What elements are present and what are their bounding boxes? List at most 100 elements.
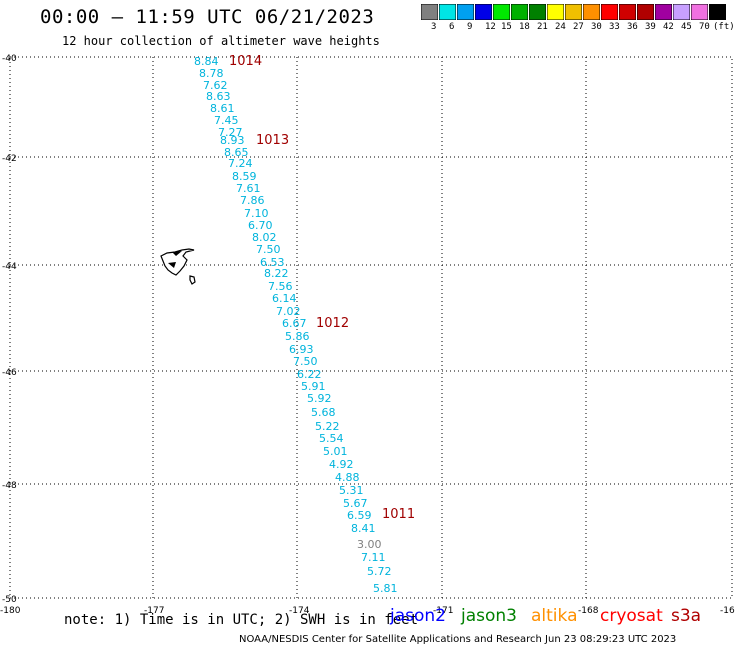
wave-height-label: 8.84 xyxy=(194,55,219,68)
wave-height-label: 8.65 xyxy=(224,146,249,159)
legend-label: 33 xyxy=(609,22,620,32)
wave-height-label: 5.68 xyxy=(311,406,336,419)
pass-time-label: 1012 xyxy=(316,316,349,331)
wave-height-label: 5.81 xyxy=(373,582,398,595)
mission-label-jason2: jason2 xyxy=(390,606,446,626)
wave-height-label: 7.27 xyxy=(218,126,243,139)
legend-swatch xyxy=(439,4,456,20)
legend-label: 12 xyxy=(485,22,496,32)
map-subtitle: 12 hour collection of altimeter wave hei… xyxy=(62,34,380,48)
wave-height-label: 6.53 xyxy=(260,256,285,269)
wave-height-label: 7.24 xyxy=(228,157,253,170)
wave-height-label: 8.63 xyxy=(206,90,231,103)
latitude-label: -40 xyxy=(2,54,17,64)
latitude-label: -48 xyxy=(2,481,17,491)
wave-height-label: 7.11 xyxy=(361,551,386,564)
mission-label-altika: altika xyxy=(531,606,578,626)
wave-height-label: 7.62 xyxy=(203,79,228,92)
legend-label: 36 xyxy=(627,22,638,32)
pass-time-labels: 1014 1013 1012 1011 xyxy=(229,54,415,522)
legend-label: 6 xyxy=(449,22,455,32)
mission-label-jason3: jason3 xyxy=(461,606,517,626)
longitude-label: -177 xyxy=(144,606,164,616)
latitude-label: -50 xyxy=(2,595,17,605)
legend-swatch xyxy=(421,4,438,20)
legend-label: 9 xyxy=(467,22,473,32)
latitude-label: -42 xyxy=(2,154,17,164)
credit-footer: NOAA/NESDIS Center for Satellite Applica… xyxy=(239,634,677,645)
legend-swatch xyxy=(655,4,672,20)
axis-labels: -40 -42 -44 -46 -48 -50-180 -177 -174 -171 -168 -1… xyxy=(0,54,735,616)
mission-label-s3a: s3a xyxy=(671,606,702,626)
pass-time-label: 1011 xyxy=(382,507,415,522)
legend-swatch xyxy=(529,4,546,20)
wave-height-label: 6.22 xyxy=(297,368,322,381)
legend-swatch xyxy=(565,4,582,20)
legend-label: (ft) xyxy=(713,22,735,32)
grid-lines xyxy=(9,56,733,599)
map-title: 00:00 – 11:59 UTC 06/21/2023 xyxy=(40,6,375,28)
units-note: note: 1) Time is in UTC; 2) SWH is in fe… xyxy=(64,612,419,628)
wave-height-label: 7.02 xyxy=(276,305,301,318)
wave-height-label: 8.02 xyxy=(252,231,277,244)
wave-height-label: 4.92 xyxy=(329,458,354,471)
legend-label: 27 xyxy=(573,22,584,32)
latitude-label: -46 xyxy=(2,368,17,378)
wave-height-labels: 8.848.787.628.638.617.457.278.938.657.24… xyxy=(194,55,398,595)
longitude-label: -168 xyxy=(578,606,599,616)
wave-height-label: 5.72 xyxy=(367,565,392,578)
wave-height-label: 5.01 xyxy=(323,445,348,458)
legend-label: 21 xyxy=(537,22,548,32)
legend-swatch xyxy=(619,4,636,20)
legend-label: 30 xyxy=(591,22,602,32)
wave-height-label: 6.70 xyxy=(248,219,273,232)
wave-height-label: 7.10 xyxy=(244,207,269,220)
legend-label: 18 xyxy=(519,22,530,32)
longitude-label: -16 xyxy=(720,606,735,616)
legend-label: 39 xyxy=(645,22,656,32)
wave-height-label: 8.93 xyxy=(220,134,245,147)
wave-height-label: 6.59 xyxy=(347,509,372,522)
wave-height-label: 8.78 xyxy=(199,67,224,80)
wave-height-label: 8.59 xyxy=(232,170,257,183)
wave-height-label: 5.31 xyxy=(339,484,364,497)
longitude-label: -171 xyxy=(433,606,453,616)
legend-swatch xyxy=(673,4,690,20)
legend-label: 70 xyxy=(699,22,710,32)
legend-swatch xyxy=(583,4,600,20)
legend-swatch xyxy=(511,4,528,20)
latitude-label: -44 xyxy=(2,262,17,272)
longitude-label: -174 xyxy=(289,606,310,616)
wave-height-label: 7.61 xyxy=(236,182,261,195)
legend-swatch xyxy=(691,4,708,20)
pass-time-label: 1014 xyxy=(229,54,262,69)
wave-height-label: 5.86 xyxy=(285,330,310,343)
wave-height-label: 8.22 xyxy=(264,267,289,280)
wave-height-label: 5.92 xyxy=(307,392,332,405)
wave-height-label: 5.67 xyxy=(343,497,368,510)
legend-swatch xyxy=(475,4,492,20)
wave-height-label: 4.88 xyxy=(335,471,360,484)
wave-height-label: 6.67 xyxy=(282,317,307,330)
legend-swatch xyxy=(547,4,564,20)
legend-swatch xyxy=(457,4,474,20)
wave-height-label: 7.56 xyxy=(268,280,293,293)
legend-label: 45 xyxy=(681,22,692,32)
wave-height-label: 7.86 xyxy=(240,194,265,207)
wave-height-label: 6.14 xyxy=(272,292,297,305)
legend-swatch xyxy=(493,4,510,20)
wave-height-label: 6.93 xyxy=(289,343,314,356)
mission-label-cryosat: cryosat xyxy=(600,606,663,626)
wave-height-label: 7.50 xyxy=(256,243,281,256)
map-frame xyxy=(9,56,733,599)
legend-label: 15 xyxy=(501,22,512,32)
wave-height-label: 8.61 xyxy=(210,102,235,115)
legend-swatch xyxy=(601,4,618,20)
wave-height-label: 8.41 xyxy=(351,522,376,535)
island-coastline-icon xyxy=(160,248,196,285)
legend-label: 24 xyxy=(555,22,566,32)
legend-label: 42 xyxy=(663,22,674,32)
wave-height-label: 5.22 xyxy=(315,420,340,433)
pass-time-label: 1013 xyxy=(256,133,289,148)
